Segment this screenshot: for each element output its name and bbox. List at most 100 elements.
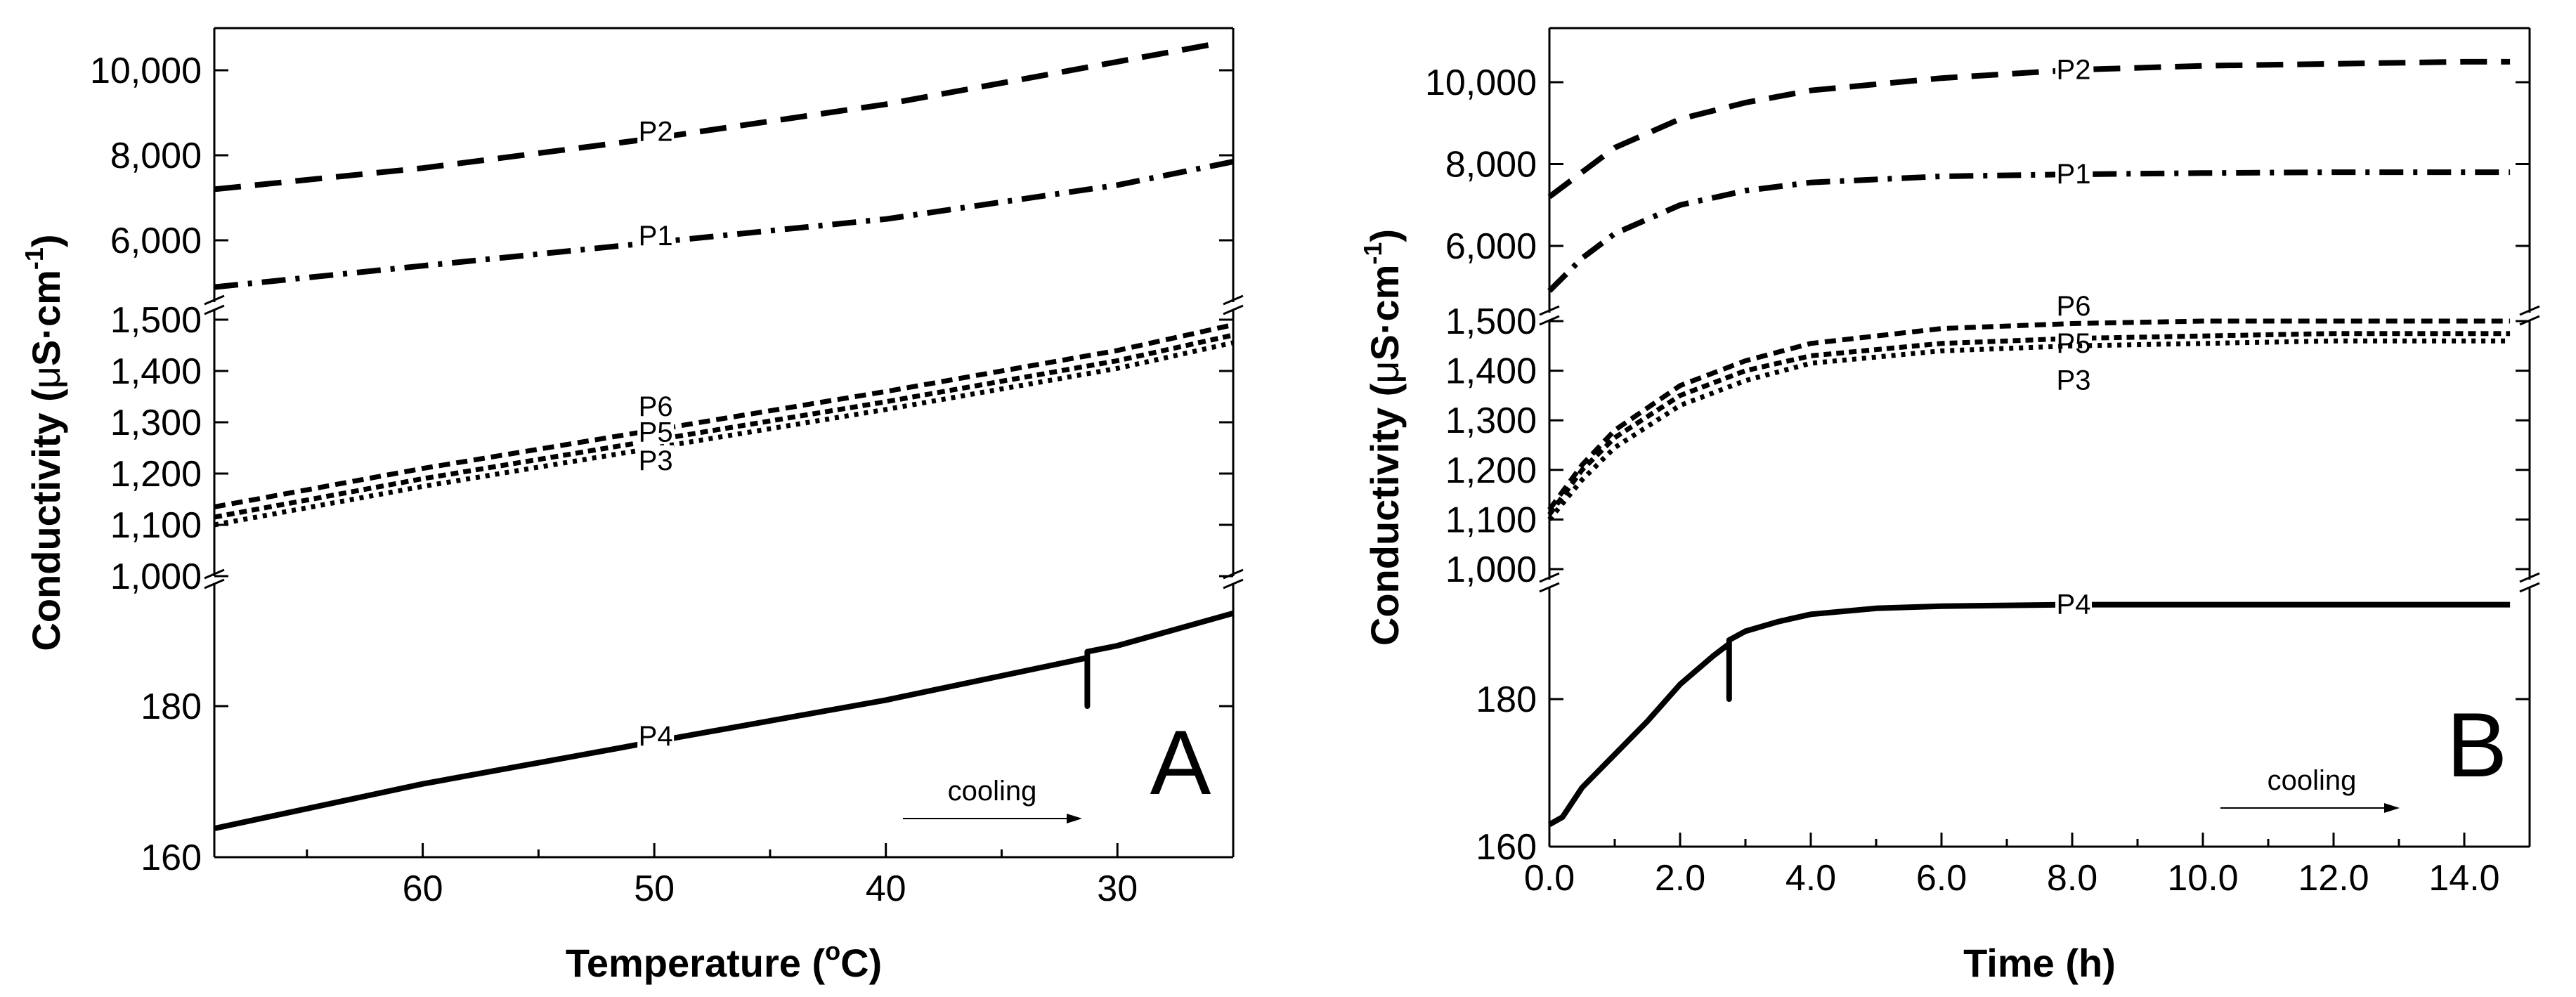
series-label-bg (637, 417, 675, 445)
y-tick-label: 1,100 (110, 505, 202, 546)
y-tick-label: 180 (141, 686, 202, 727)
cooling-annotation: cooling (948, 776, 1037, 807)
series-label-p3: P3 (639, 445, 673, 476)
series-label-bg (637, 220, 675, 249)
y-axis-label-text: Conductivity ( (1362, 383, 1407, 646)
series-label-bg (2055, 54, 2092, 83)
x-tick-label: 8.0 (2047, 858, 2097, 899)
series-line-p2 (1547, 58, 2511, 200)
y-tick-label: 1,100 (1445, 500, 1537, 540)
series-label-p4: P4 (2057, 589, 2091, 620)
y-tick-label: 1,000 (110, 556, 202, 597)
x-axis-label-unit: C) (840, 941, 882, 985)
y-axis-label: Conductivity (μS·cm-1) (1358, 229, 1407, 646)
y-axis-label-close: ) (1362, 229, 1407, 242)
x-tick-label: 2.0 (1655, 858, 1705, 899)
series-label-bg (637, 391, 675, 420)
y-tick-label: 160 (141, 838, 202, 878)
series-label-bg (2055, 365, 2092, 393)
series-line-p5 (1547, 331, 2511, 516)
x-tick-label: 4.0 (1785, 858, 1836, 899)
y-tick-label: 10,000 (1425, 63, 1537, 103)
y-tick-label: 1,300 (1445, 400, 1537, 441)
y-axis-label-superscript: -1 (1358, 242, 1387, 265)
x-axis-label-text: Time (h) (1963, 941, 2116, 985)
y-axis-label-superscript: -1 (20, 247, 48, 270)
cooling-arrow-head (1067, 814, 1082, 823)
y-tick-label: 8,000 (1445, 145, 1537, 185)
x-axis-label-text: Temperature ( (566, 941, 826, 985)
y-tick-label: 1,200 (110, 454, 202, 495)
y-tick-label: 180 (1476, 679, 1537, 720)
y-tick-label: 1,000 (1445, 549, 1537, 590)
right-axis-break-mark (1223, 294, 1244, 315)
series-label-p5: P5 (639, 417, 673, 448)
series-label-p6: P6 (2057, 291, 2091, 322)
y-axis-label-close: ) (24, 234, 68, 247)
y-tick-label: 1,300 (110, 403, 202, 443)
x-tick-label: 0.0 (1524, 858, 1575, 899)
y-tick-label: 1,400 (110, 351, 202, 392)
series-line-p1 (214, 159, 1234, 290)
x-tick-label: 30 (1097, 868, 1138, 909)
right-axis-break-mark (2519, 572, 2540, 593)
series-label-bg (637, 445, 675, 474)
series-label-p1: P1 (2057, 159, 2091, 190)
y-tick-label: 1,500 (110, 300, 202, 341)
y-axis-label-unit: S·cm (1362, 265, 1407, 361)
series-label-p4: P4 (639, 721, 673, 752)
y-tick-label: 8,000 (110, 136, 202, 176)
series-label-bg (2055, 159, 2092, 188)
y-axis-label-unit: S·cm (24, 270, 68, 366)
series-line-p6 (1547, 318, 2511, 511)
cooling-annotation: cooling (2268, 765, 2357, 796)
y-axis-label-mu: μ (24, 366, 68, 389)
series-line-p3 (1547, 338, 2511, 521)
series-label-bg (637, 116, 675, 145)
y-axis-label-mu: μ (1362, 361, 1407, 384)
series-label-p2: P2 (2057, 55, 2091, 86)
y-axis-break-mark (204, 568, 225, 589)
series-label-p1: P1 (639, 221, 673, 252)
panel-label: B (2447, 693, 2508, 796)
series-line-p6 (214, 322, 1234, 509)
x-tick-label: 14.0 (2428, 858, 2499, 899)
series-line-p4 (214, 610, 1235, 832)
y-tick-label: 6,000 (1445, 226, 1537, 267)
series-label-p5: P5 (2057, 328, 2091, 359)
y-axis-break-mark (204, 294, 225, 315)
series-label-p3: P3 (2057, 365, 2091, 396)
y-axis-break-mark (1539, 572, 1560, 593)
x-tick-label: 10.0 (2167, 858, 2238, 899)
series-label-bg (2055, 327, 2092, 356)
y-tick-label: 1,500 (1445, 301, 1537, 342)
series-label-bg (637, 721, 675, 749)
series-label-bg (2055, 290, 2092, 319)
series-line-p1 (1547, 169, 2511, 293)
y-tick-label: 10,000 (90, 51, 202, 91)
x-axis-label: Temperature (oC) (566, 937, 882, 985)
cooling-arrow-head (2384, 803, 2400, 813)
panel-label: A (1150, 711, 1211, 814)
series-line-p3 (214, 340, 1234, 528)
series-line-p4 (1548, 601, 2511, 827)
y-tick-label: 1,200 (1445, 450, 1537, 491)
x-tick-label: 40 (866, 868, 906, 909)
series-line-p5 (214, 332, 1234, 520)
y-axis-label: Conductivity (μS·cm-1) (20, 234, 68, 651)
x-axis-label-superscript: o (825, 937, 840, 965)
x-tick-label: 6.0 (1916, 858, 1967, 899)
series-line-p2 (214, 41, 1211, 193)
x-tick-label: 12.0 (2298, 858, 2369, 899)
series-group: P2 P1 P6 P5 P3 P4 (1547, 54, 2511, 827)
series-label-bg (2055, 589, 2092, 618)
x-axis-label: Time (h) (1963, 941, 2116, 985)
x-tick-label: 60 (403, 868, 443, 909)
x-tick-label: 50 (634, 868, 675, 909)
y-axis-label-text: Conductivity ( (24, 389, 68, 651)
y-tick-label: 160 (1476, 827, 1537, 868)
chart-panel-a: 60 50 40 30 10,000 8,000 6,000 1,500 1,400 1,300 1… (20, 27, 1244, 985)
y-tick-label: 6,000 (110, 221, 202, 261)
